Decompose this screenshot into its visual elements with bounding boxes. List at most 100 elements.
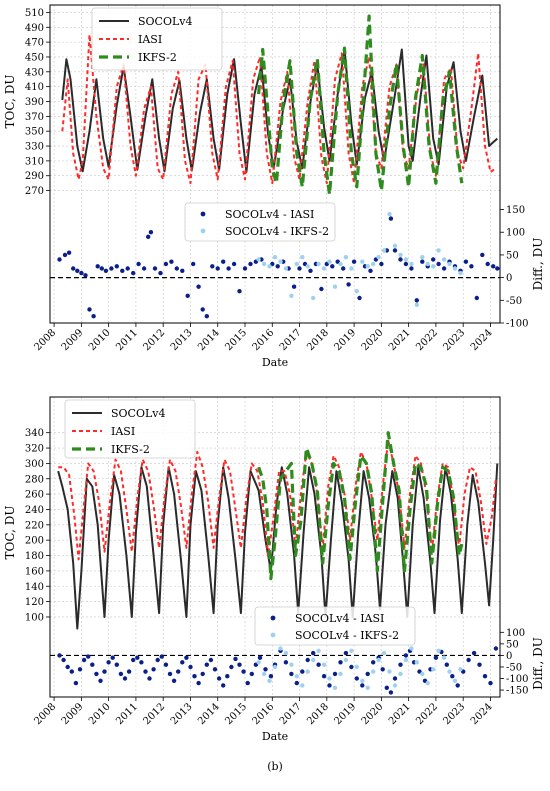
diff-point [289, 662, 294, 667]
diff-point [176, 669, 181, 674]
diff-point [196, 284, 201, 289]
diff-point [79, 270, 84, 276]
diff-point [109, 266, 114, 271]
y2-tick-label: -50 [506, 296, 522, 307]
diff-point [477, 662, 482, 667]
diff-point [403, 657, 409, 663]
series-line-socolv4 [61, 48, 498, 173]
legend-label: IASI [111, 425, 135, 438]
x-tick-label: 2017 [278, 327, 304, 353]
diff-point [126, 669, 132, 674]
diff-point [455, 683, 460, 688]
plot-frame [49, 4, 501, 324]
diff-point [103, 268, 109, 273]
diff-point [98, 678, 103, 683]
x-tick-label: 2012 [142, 327, 168, 353]
diff-point [493, 646, 499, 651]
diff-point [338, 261, 343, 267]
diff-point [256, 257, 261, 262]
diff-point [441, 655, 447, 660]
diff-point [360, 678, 365, 683]
diff-point [316, 648, 321, 653]
plot-frame [49, 396, 501, 698]
diff-point [300, 669, 305, 674]
diff-point [204, 662, 209, 667]
legend-label: SOCOLv4 - IASI [225, 208, 314, 221]
diff-point [354, 664, 359, 670]
diff-point [349, 648, 354, 653]
series-line-ikfs-2 [257, 431, 464, 581]
diff-point [256, 660, 261, 665]
diff-point [349, 266, 354, 271]
x-tick-label: 2018 [305, 701, 331, 727]
diff-point [225, 674, 230, 679]
diff-point [332, 284, 338, 289]
diff-point [146, 234, 151, 239]
y-tick-label: 450 [25, 52, 44, 63]
diff-point [184, 655, 189, 660]
diff-point [351, 259, 357, 264]
diff-point [90, 662, 95, 667]
y-tick-label: 320 [25, 444, 44, 455]
diff-point [159, 654, 164, 659]
y-tick-label: 220 [25, 520, 44, 531]
diff-point [463, 259, 469, 264]
diff-point [163, 662, 169, 667]
diff-series-2 [256, 211, 463, 307]
diff-point [409, 646, 414, 651]
diff-point [327, 259, 332, 264]
y-tick-label: 310 [25, 156, 44, 167]
y2-tick-label: 150 [506, 205, 525, 216]
diff-point [61, 657, 66, 663]
diff-point [221, 683, 226, 688]
diff-point [346, 282, 351, 287]
diff-point [365, 685, 370, 690]
diff-point [403, 261, 409, 267]
diff-point [94, 671, 99, 677]
diff-point [471, 650, 477, 656]
diff-point [380, 667, 385, 672]
y2-tick-label: 100 [506, 628, 525, 639]
y2-tick-label: 50 [506, 250, 519, 261]
y-tick-label: 200 [25, 536, 44, 547]
diff-point [152, 266, 158, 271]
diff-point [414, 298, 419, 303]
diff-point [249, 671, 254, 677]
legend-label: IKFS-2 [111, 443, 150, 456]
diff-point [485, 261, 490, 267]
y-axis-label: TOC, DU [3, 75, 17, 129]
legend-label: IASI [138, 33, 162, 46]
y-tick-label: 410 [25, 82, 44, 93]
diff-point [245, 680, 250, 686]
diff-point [403, 653, 409, 658]
legend-label: SOCOLv4 [138, 15, 193, 28]
diff-point [66, 250, 72, 255]
diff-point [291, 284, 297, 289]
x-tick-label: 2020 [360, 327, 386, 353]
diff-point [376, 657, 381, 663]
diff-point [294, 261, 299, 267]
diff-point [261, 671, 267, 677]
y-tick-label: 180 [25, 551, 44, 562]
diff-point [354, 289, 359, 294]
diff-point [441, 266, 447, 271]
diff-point [311, 295, 316, 301]
diff-point [268, 674, 274, 679]
diff-series-1 [57, 216, 500, 319]
diff-point [330, 264, 335, 269]
diff-point [278, 259, 283, 264]
diff-point [185, 293, 190, 298]
legend-diff: SOCOLv4 - IASI SOCOLv4 - IKFS-2 [254, 606, 416, 646]
diff-point [452, 678, 458, 683]
diff-point [289, 671, 294, 677]
diff-point [376, 255, 381, 260]
diff-point [311, 657, 316, 663]
legend-top: SOCOLv4 IASI IKFS-2 [64, 399, 196, 459]
diff-point [215, 266, 220, 271]
diff-point [360, 259, 365, 264]
series-line-ikfs-2 [257, 14, 464, 196]
diff-point [305, 264, 310, 269]
diff-point [305, 669, 310, 674]
legend-label: SOCOLv4 [111, 407, 166, 420]
